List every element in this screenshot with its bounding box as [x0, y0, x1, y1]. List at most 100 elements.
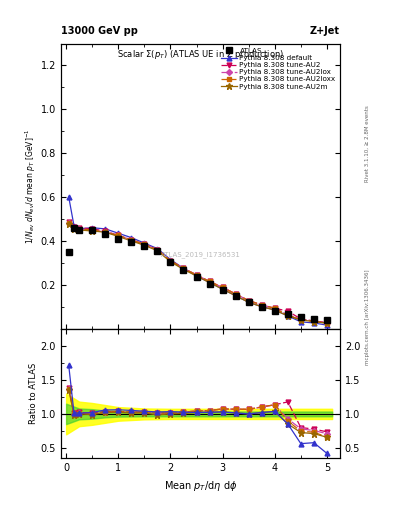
Pythia 8.308 tune-AU2 — [298, 316, 303, 322]
Pythia 8.308 tune-AU2m — [207, 280, 212, 286]
Pythia 8.308 tune-AU2m — [168, 259, 173, 265]
Pythia 8.308 tune-AU2 — [103, 228, 108, 234]
Pythia 8.308 tune-AU2loxx — [220, 284, 225, 290]
Pythia 8.308 tune-AU2loxx — [90, 227, 95, 233]
Pythia 8.308 tune-AU2 — [312, 318, 316, 324]
Pythia 8.308 tune-AU2m — [220, 286, 225, 292]
Pythia 8.308 tune-AU2loxx — [207, 279, 212, 285]
Pythia 8.308 tune-AU2lox — [168, 258, 173, 264]
Pythia 8.308 tune-AU2 — [116, 232, 121, 239]
Pythia 8.308 tune-AU2lox — [155, 247, 160, 253]
Text: Rivet 3.1.10, ≥ 2.8M events: Rivet 3.1.10, ≥ 2.8M events — [365, 105, 370, 182]
Pythia 8.308 tune-AU2lox — [116, 232, 121, 239]
Pythia 8.308 tune-AU2m — [77, 227, 81, 233]
Pythia 8.308 default — [72, 223, 76, 229]
Pythia 8.308 tune-AU2lox — [246, 297, 251, 304]
Pythia 8.308 default — [298, 319, 303, 325]
Pythia 8.308 default — [155, 246, 160, 252]
Pythia 8.308 tune-AU2m — [103, 229, 108, 235]
Pythia 8.308 tune-AU2 — [181, 265, 186, 271]
Pythia 8.308 tune-AU2m — [246, 299, 251, 305]
Pythia 8.308 tune-AU2 — [142, 241, 147, 247]
Pythia 8.308 tune-AU2 — [285, 308, 290, 314]
Pythia 8.308 tune-AU2loxx — [155, 247, 160, 253]
Pythia 8.308 tune-AU2 — [259, 302, 264, 308]
Pythia 8.308 tune-AU2loxx — [194, 272, 199, 278]
Pythia 8.308 tune-AU2lox — [298, 316, 303, 322]
Pythia 8.308 tune-AU2lox — [129, 237, 134, 243]
Pythia 8.308 default — [325, 322, 329, 328]
Line: Pythia 8.308 default: Pythia 8.308 default — [66, 195, 329, 328]
Pythia 8.308 tune-AU2m — [312, 318, 316, 325]
Pythia 8.308 default — [259, 304, 264, 310]
Text: mcplots.cern.ch [arXiv:1306.3436]: mcplots.cern.ch [arXiv:1306.3436] — [365, 270, 370, 365]
Pythia 8.308 tune-AU2loxx — [142, 241, 147, 247]
Pythia 8.308 default — [129, 234, 134, 241]
Pythia 8.308 default — [272, 307, 277, 313]
Pythia 8.308 tune-AU2lox — [207, 279, 212, 285]
Pythia 8.308 tune-AU2 — [72, 224, 76, 230]
Pythia 8.308 default — [207, 280, 212, 286]
Line: Pythia 8.308 tune-AU2lox: Pythia 8.308 tune-AU2lox — [67, 221, 329, 325]
Pythia 8.308 tune-AU2loxx — [325, 320, 329, 326]
Legend: ATLAS, Pythia 8.308 default, Pythia 8.308 tune-AU2, Pythia 8.308 tune-AU2lox, Py: ATLAS, Pythia 8.308 default, Pythia 8.30… — [218, 45, 338, 93]
Pythia 8.308 tune-AU2loxx — [312, 318, 316, 325]
Pythia 8.308 tune-AU2m — [233, 293, 238, 299]
Pythia 8.308 tune-AU2m — [285, 313, 290, 319]
Pythia 8.308 tune-AU2m — [259, 304, 264, 310]
Pythia 8.308 tune-AU2lox — [72, 225, 76, 231]
Pythia 8.308 default — [194, 273, 199, 279]
Pythia 8.308 tune-AU2lox — [325, 319, 329, 326]
Pythia 8.308 tune-AU2m — [142, 242, 147, 248]
Pythia 8.308 default — [233, 293, 238, 299]
Line: Pythia 8.308 tune-AU2m: Pythia 8.308 tune-AU2m — [66, 221, 330, 326]
Pythia 8.308 tune-AU2lox — [220, 284, 225, 290]
Pythia 8.308 tune-AU2 — [246, 297, 251, 304]
Pythia 8.308 tune-AU2m — [298, 317, 303, 323]
Pythia 8.308 tune-AU2m — [66, 221, 71, 227]
Text: Z+Jet: Z+Jet — [310, 26, 340, 36]
Pythia 8.308 tune-AU2lox — [272, 305, 277, 311]
Pythia 8.308 tune-AU2loxx — [272, 305, 277, 311]
Pythia 8.308 tune-AU2m — [129, 238, 134, 244]
Pythia 8.308 tune-AU2 — [66, 219, 71, 225]
Pythia 8.308 tune-AU2lox — [77, 226, 81, 232]
Pythia 8.308 tune-AU2loxx — [168, 258, 173, 264]
Pythia 8.308 tune-AU2loxx — [259, 302, 264, 308]
Pythia 8.308 tune-AU2 — [168, 258, 173, 264]
Pythia 8.308 tune-AU2m — [155, 248, 160, 254]
Pythia 8.308 default — [220, 286, 225, 292]
Pythia 8.308 tune-AU2 — [233, 291, 238, 297]
Pythia 8.308 tune-AU2m — [116, 233, 121, 240]
Pythia 8.308 tune-AU2m — [325, 320, 329, 326]
Pythia 8.308 tune-AU2loxx — [77, 226, 81, 232]
Pythia 8.308 default — [66, 194, 71, 200]
Pythia 8.308 default — [90, 225, 95, 231]
Pythia 8.308 tune-AU2loxx — [72, 225, 76, 231]
Pythia 8.308 tune-AU2loxx — [66, 220, 71, 226]
Pythia 8.308 tune-AU2lox — [142, 241, 147, 247]
Pythia 8.308 tune-AU2 — [77, 225, 81, 231]
Pythia 8.308 default — [246, 299, 251, 305]
Pythia 8.308 tune-AU2loxx — [181, 265, 186, 271]
Pythia 8.308 tune-AU2 — [155, 247, 160, 253]
Pythia 8.308 default — [116, 230, 121, 237]
Pythia 8.308 tune-AU2 — [220, 284, 225, 290]
Pythia 8.308 tune-AU2 — [207, 279, 212, 285]
Pythia 8.308 tune-AU2loxx — [129, 237, 134, 243]
Pythia 8.308 tune-AU2lox — [312, 318, 316, 324]
Pythia 8.308 tune-AU2lox — [181, 265, 186, 271]
Pythia 8.308 tune-AU2 — [90, 226, 95, 232]
Text: 13000 GeV pp: 13000 GeV pp — [61, 26, 138, 36]
Pythia 8.308 tune-AU2 — [194, 272, 199, 278]
Line: Pythia 8.308 tune-AU2loxx: Pythia 8.308 tune-AU2loxx — [67, 221, 329, 325]
Pythia 8.308 tune-AU2lox — [103, 229, 108, 235]
Pythia 8.308 default — [77, 226, 81, 232]
Pythia 8.308 default — [103, 226, 108, 232]
Pythia 8.308 default — [181, 265, 186, 271]
Pythia 8.308 tune-AU2m — [72, 226, 76, 232]
Pythia 8.308 tune-AU2lox — [66, 220, 71, 226]
Pythia 8.308 tune-AU2 — [129, 237, 134, 243]
Pythia 8.308 tune-AU2m — [90, 228, 95, 234]
Pythia 8.308 tune-AU2lox — [194, 272, 199, 278]
